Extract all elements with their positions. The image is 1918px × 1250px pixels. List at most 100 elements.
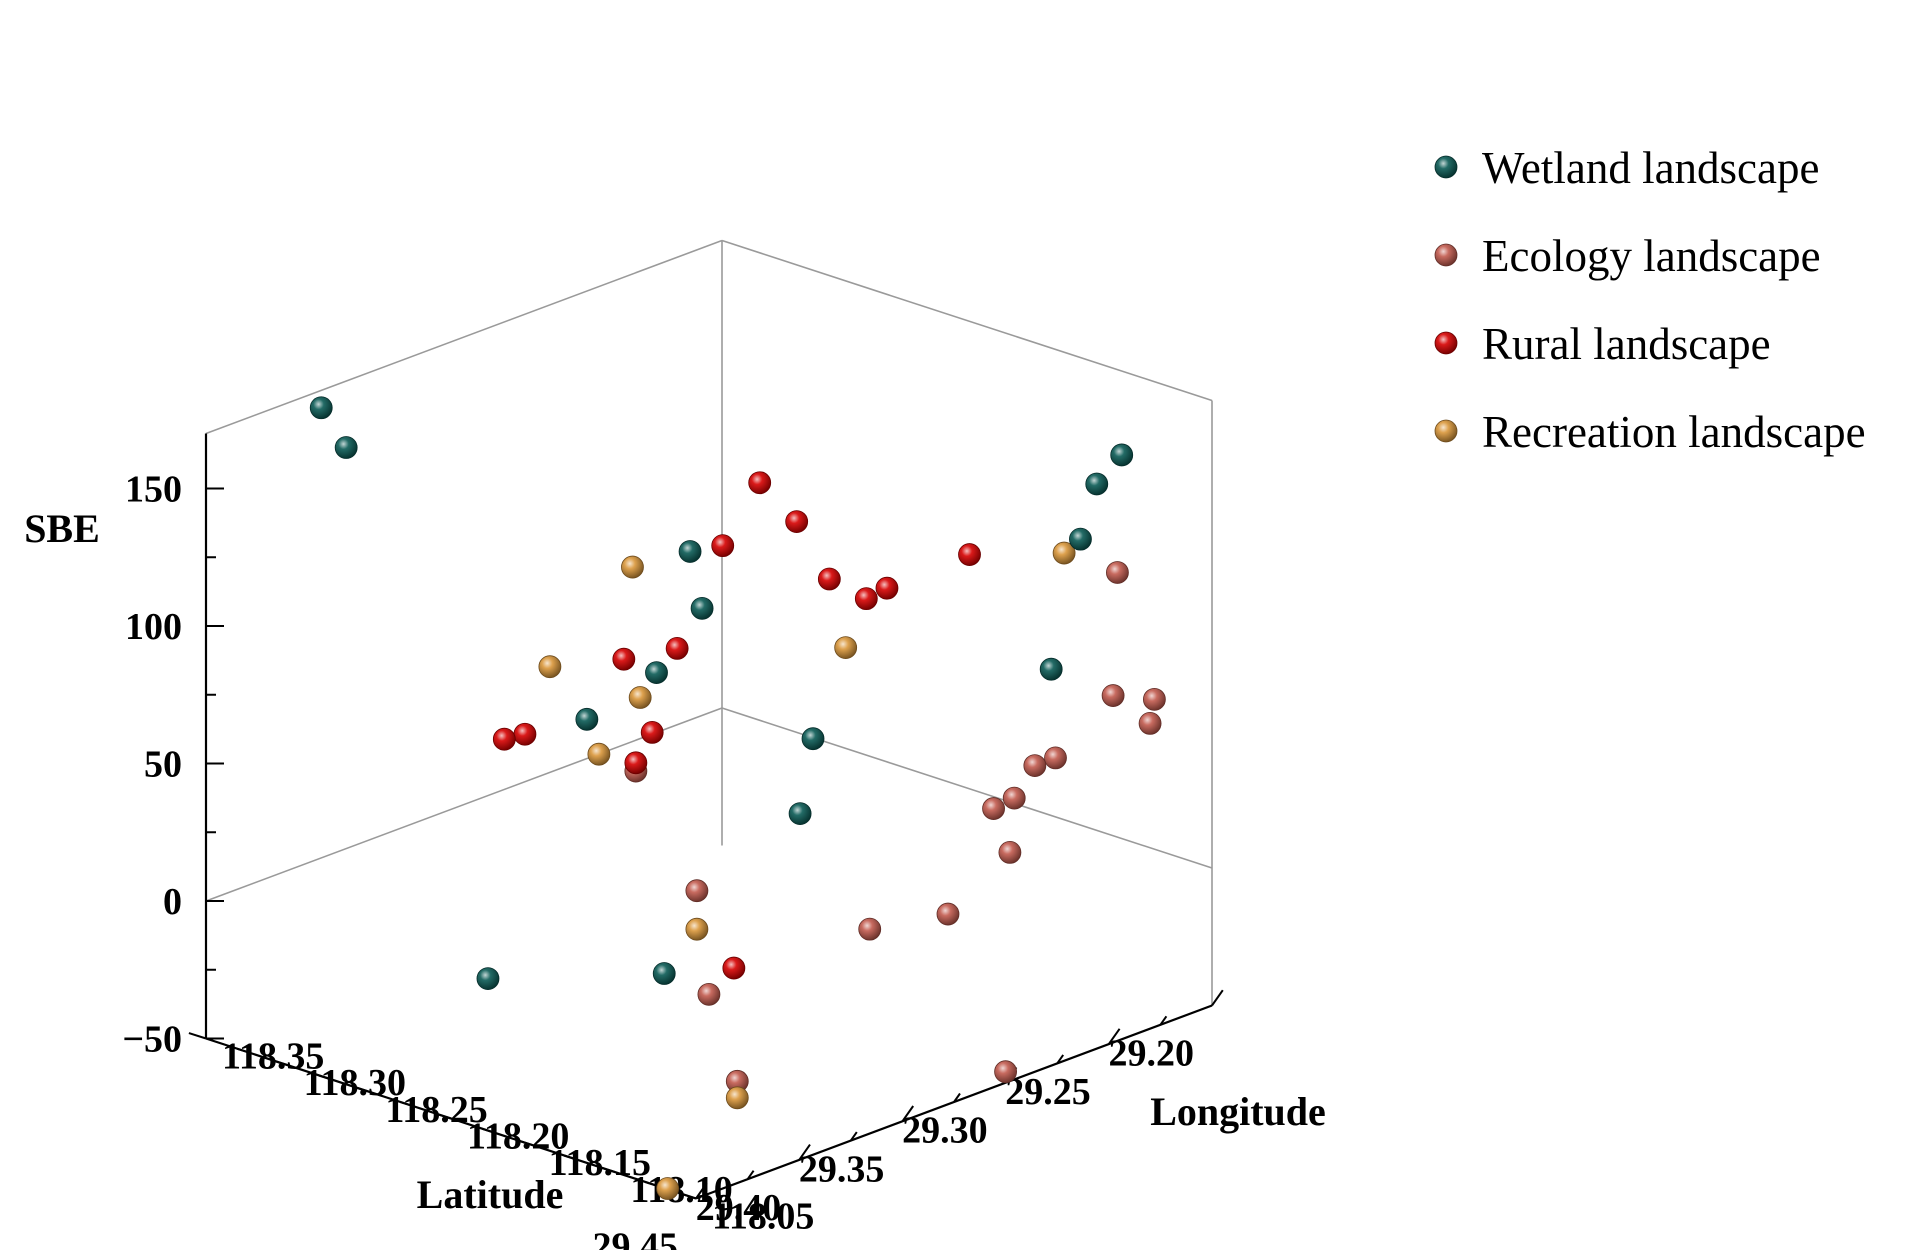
recreation-landscape-point — [621, 555, 644, 579]
wetland-landscape-point — [309, 396, 333, 420]
wetland-landscape-point — [788, 802, 812, 826]
wetland-landscape-point — [334, 436, 358, 459]
ecology-landscape-point — [697, 982, 721, 1006]
legend-label: Ecology landscape — [1482, 231, 1821, 281]
latitude-tick — [953, 1092, 961, 1103]
rural-landscape-point — [513, 722, 537, 746]
recreation-landscape-point — [725, 1086, 749, 1110]
recreation-landscape-point — [1052, 541, 1076, 565]
longitude-tick — [645, 1181, 656, 1187]
recreation-landscape-point — [834, 636, 858, 660]
rural-landscape-point — [711, 534, 735, 558]
rural-landscape-point — [785, 510, 809, 534]
longitude-tick-label: 118.25 — [385, 1089, 487, 1131]
ecology-landscape-point — [1106, 561, 1129, 584]
wetland-landscape-point — [476, 967, 500, 991]
legend-label: Rural landscape — [1482, 319, 1771, 369]
ecology-landscape-point — [858, 917, 882, 941]
data-points — [309, 396, 1166, 1200]
legend-label: Recreation landscape — [1482, 407, 1866, 457]
legend-item-recreation-landscape: Recreation landscape — [1434, 407, 1866, 457]
recreation-landscape-point — [538, 655, 562, 679]
longitude-tick — [482, 1127, 493, 1133]
wetland-landscape-point — [1069, 527, 1092, 551]
legend: Wetland landscape Ecology landscape Rural … — [1434, 143, 1866, 457]
wetland-landscape-point — [801, 727, 825, 751]
longitude-tick — [678, 1192, 697, 1200]
chart-frame — [205, 239, 1213, 1039]
wetland-landscape-point — [645, 661, 668, 684]
recreation-landscape-point — [587, 742, 611, 766]
latitude-tick — [695, 1182, 708, 1200]
latitude-tick — [849, 1131, 858, 1142]
ecology-landscape-point — [685, 879, 709, 903]
legend-item-rural-landscape: Rural landscape — [1434, 319, 1771, 369]
longitude-tick — [318, 1074, 329, 1080]
longitude-tick — [433, 1112, 452, 1120]
wetland-landscape-point — [678, 540, 702, 563]
rural-landscape-point — [612, 647, 636, 671]
legend-marker — [1434, 243, 1458, 267]
legend-marker — [1434, 331, 1458, 355]
recreation-landscape-point — [685, 917, 709, 941]
ecology-landscape-point — [1142, 687, 1166, 711]
latitude-tick-label: 29.20 — [1109, 1033, 1195, 1075]
recreation-landscape-point — [628, 686, 652, 709]
sbe-tick-label: 0 — [163, 881, 182, 923]
rural-landscape-point — [665, 636, 689, 660]
ecology-landscape-point — [1023, 754, 1047, 778]
longitude-tick-label: 118.15 — [549, 1142, 651, 1184]
floor-back-left-edge — [205, 707, 723, 902]
floor-back-right-edge — [721, 707, 1213, 869]
longitude-tick — [237, 1047, 248, 1053]
ecology-landscape-point — [1002, 786, 1026, 810]
longitude-tick — [270, 1058, 288, 1067]
latitude-tick — [901, 1105, 915, 1122]
latitude-tick-label: 29.35 — [799, 1148, 885, 1190]
legend-item-wetland-landscape: Wetland landscape — [1434, 143, 1819, 193]
sbe-tick-label: 50 — [144, 744, 182, 786]
longitude-tick — [596, 1165, 615, 1173]
top-left-edge — [205, 239, 723, 435]
rural-landscape-point — [640, 721, 664, 744]
legend-item-ecology-landscape: Ecology landscape — [1434, 231, 1821, 281]
wetland-landscape-point — [652, 962, 676, 985]
rural-landscape-point — [875, 576, 899, 600]
sbe-tick-label: 100 — [125, 606, 182, 648]
ecology-landscape-point — [1044, 746, 1067, 770]
wetland-landscape-point — [1039, 657, 1063, 681]
longitude-tick — [400, 1101, 411, 1107]
legend-marker — [1434, 419, 1458, 443]
latitude-tick — [1056, 1054, 1065, 1064]
longitude-tick-label: 118.35 — [222, 1036, 324, 1078]
latitude-tick-label: 29.25 — [1005, 1071, 1091, 1113]
latitude-tick-label: 29.45 — [593, 1226, 679, 1250]
ecology-landscape-point — [936, 902, 960, 926]
sbe-tick-label: −50 — [122, 1019, 182, 1061]
latitude-axis-title: Latitude — [417, 1172, 564, 1217]
sbe-axis-title: SBE — [24, 506, 100, 551]
longitude-tick-label: 118.30 — [304, 1062, 406, 1104]
latitude-tick — [1159, 1015, 1168, 1026]
latitude-tick-label: 29.40 — [696, 1187, 782, 1229]
rural-landscape-point — [854, 587, 878, 611]
longitude-tick — [515, 1138, 533, 1147]
longitude-tick — [563, 1154, 574, 1160]
wetland-landscape-point — [1085, 472, 1109, 496]
rural-landscape-point — [624, 751, 648, 775]
longitude-tick — [188, 1032, 207, 1040]
latitude-tick — [1107, 1028, 1121, 1045]
longitude-tick-label: 118.10 — [630, 1169, 732, 1211]
rural-landscape-point — [958, 543, 981, 566]
ecology-landscape-point — [1101, 684, 1125, 707]
wetland-landscape-point — [690, 596, 714, 620]
chart-axes: 29.2029.2529.3029.3529.4029.45118.05118.… — [24, 433, 1326, 1250]
ecology-landscape-point — [1138, 712, 1162, 735]
rural-landscape-point — [748, 471, 772, 495]
rural-landscape-point — [492, 727, 516, 751]
latitude-tick-label: 29.30 — [902, 1110, 988, 1152]
ecology-landscape-point — [998, 840, 1022, 864]
latitude-tick — [798, 1144, 811, 1161]
